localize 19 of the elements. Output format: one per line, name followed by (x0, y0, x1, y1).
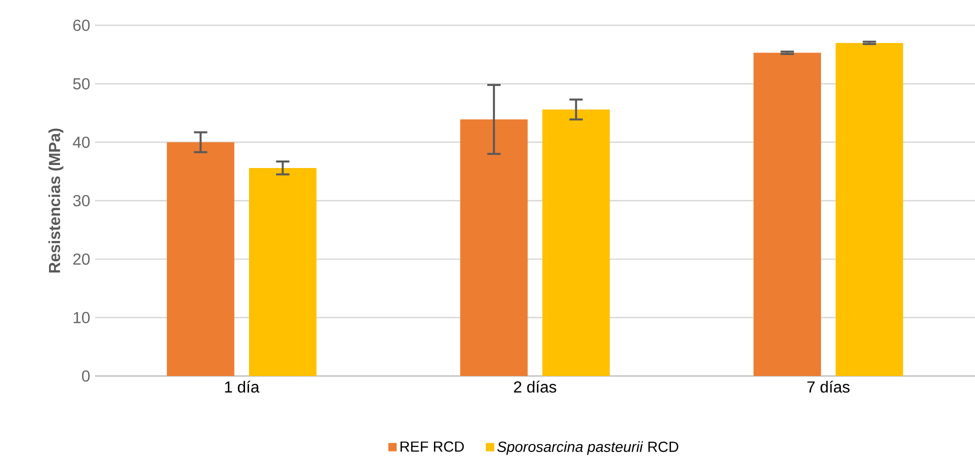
y-tick-label: 0 (82, 370, 90, 382)
y-tick-label: 20 (73, 253, 90, 265)
x-tick-label: 1 día (225, 380, 260, 393)
y-tick-label: 60 (73, 20, 90, 31)
x-tick-label: 2 días (514, 380, 556, 393)
legend-label: REF RCD (400, 441, 464, 452)
bar (542, 110, 610, 376)
bar (754, 52, 821, 376)
bar (249, 168, 316, 376)
legend-label: Sporosarcina pasteurii RCD (497, 441, 678, 455)
bar (836, 42, 904, 376)
y-axis-title: Resistencias (MPa) (48, 128, 64, 273)
bar (166, 142, 234, 376)
y-tick-label: 50 (73, 78, 90, 90)
x-tick-label: 7 días (807, 380, 850, 393)
bar (460, 119, 528, 376)
y-tick-label: 30 (73, 195, 90, 206)
y-tick-label: 40 (72, 136, 90, 148)
y-tick-label: 10 (74, 312, 90, 324)
